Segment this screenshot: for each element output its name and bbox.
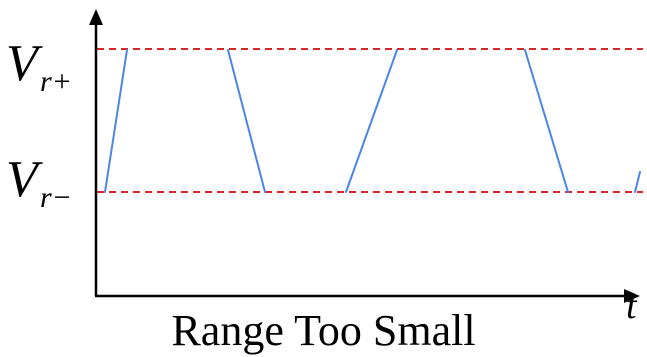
- x-axis-label: t: [626, 285, 638, 327]
- signal-segment-rise-1: [104, 49, 128, 193]
- upper-level-label: V r+: [6, 35, 72, 98]
- x-axis-arrowhead: [624, 289, 640, 303]
- y-axis-arrowhead: [89, 9, 103, 25]
- x-axis-label-text: t: [626, 285, 638, 327]
- lower-level-symbol: V: [6, 151, 43, 208]
- lower-level-subscript: r−: [40, 181, 72, 214]
- lower-level-label: V r−: [6, 151, 72, 214]
- diagram-caption: Range Too Small: [171, 306, 476, 355]
- signal-waveform: [104, 49, 641, 193]
- signal-segment-rise-3: [634, 171, 641, 193]
- upper-level-symbol: V: [6, 35, 43, 92]
- upper-level-subscript: r+: [40, 65, 72, 98]
- signal-segment-fall-1: [227, 49, 266, 193]
- signal-segment-fall-2: [524, 49, 569, 193]
- signal-segment-rise-2: [345, 49, 398, 193]
